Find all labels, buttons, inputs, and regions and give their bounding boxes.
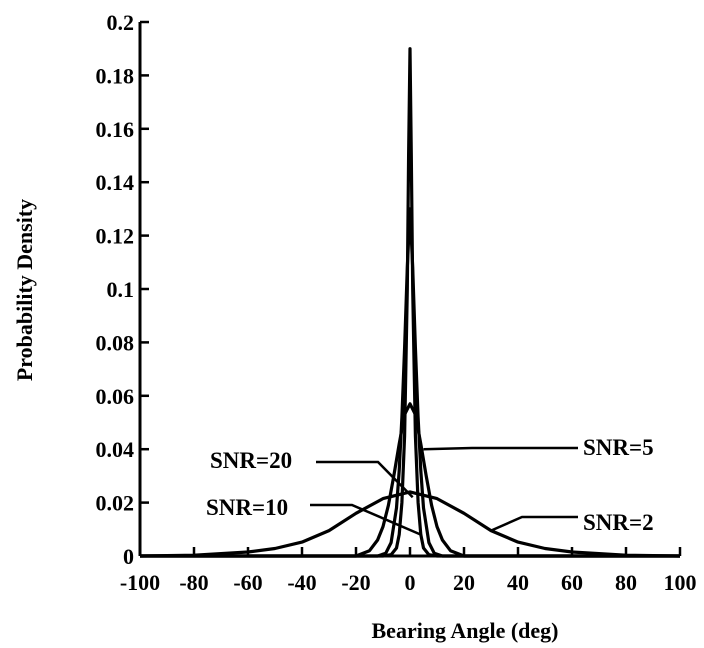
series-line-snr-5 [140,402,680,558]
y-tick-label: 0.18 [96,63,135,88]
annotation-leader-snr-10 [310,503,422,536]
y-tick-label: 0.2 [107,10,135,35]
annotation-leader-snr-5 [423,446,578,451]
x-tick-label: -40 [287,570,316,595]
y-tick-label: 0.12 [96,224,135,249]
annotation-leader-snr-2 [490,515,578,532]
y-tick-label: 0 [123,544,134,569]
x-axis-label: Bearing Angle (deg) [372,618,559,643]
x-tick-label: 60 [561,570,583,595]
x-tick-label: 100 [664,570,697,595]
series-line-snr-2 [139,490,681,558]
y-tick-label: 0.08 [96,330,135,355]
series-label-snr-2: SNR=2 [583,510,654,535]
y-tick-label: 0.04 [96,437,135,462]
y-tick-label: 0.06 [96,384,135,409]
x-tick-label: -100 [120,570,160,595]
y-tick-label: 0.1 [107,277,135,302]
plot-area: 0 0.02 0.04 0.06 0.08 0.1 0.12 0.14 0.16 0.18 0.2 -… [96,10,697,595]
x-tick-label: 80 [615,570,637,595]
x-tick-label: -60 [233,570,262,595]
series-label-snr-5: SNR=5 [583,435,654,460]
series-line-snr-20 [140,47,680,558]
y-axis-label: Probability Density [12,199,37,381]
series-label-snr-10: SNR=10 [206,495,288,520]
y-tick-label: 0.14 [96,170,135,195]
series-line-snr-10 [140,207,680,558]
x-tick-label: 0 [405,570,416,595]
series-label-snr-20: SNR=20 [210,448,292,473]
annotation-leader-snr-20 [316,460,414,499]
x-tick-label: -20 [341,570,370,595]
x-tick-label: 20 [453,570,475,595]
y-tick-label: 0.16 [96,117,135,142]
x-tick-label: -80 [179,570,208,595]
x-tick-label: 40 [507,570,529,595]
y-tick-label: 0.02 [96,491,135,516]
